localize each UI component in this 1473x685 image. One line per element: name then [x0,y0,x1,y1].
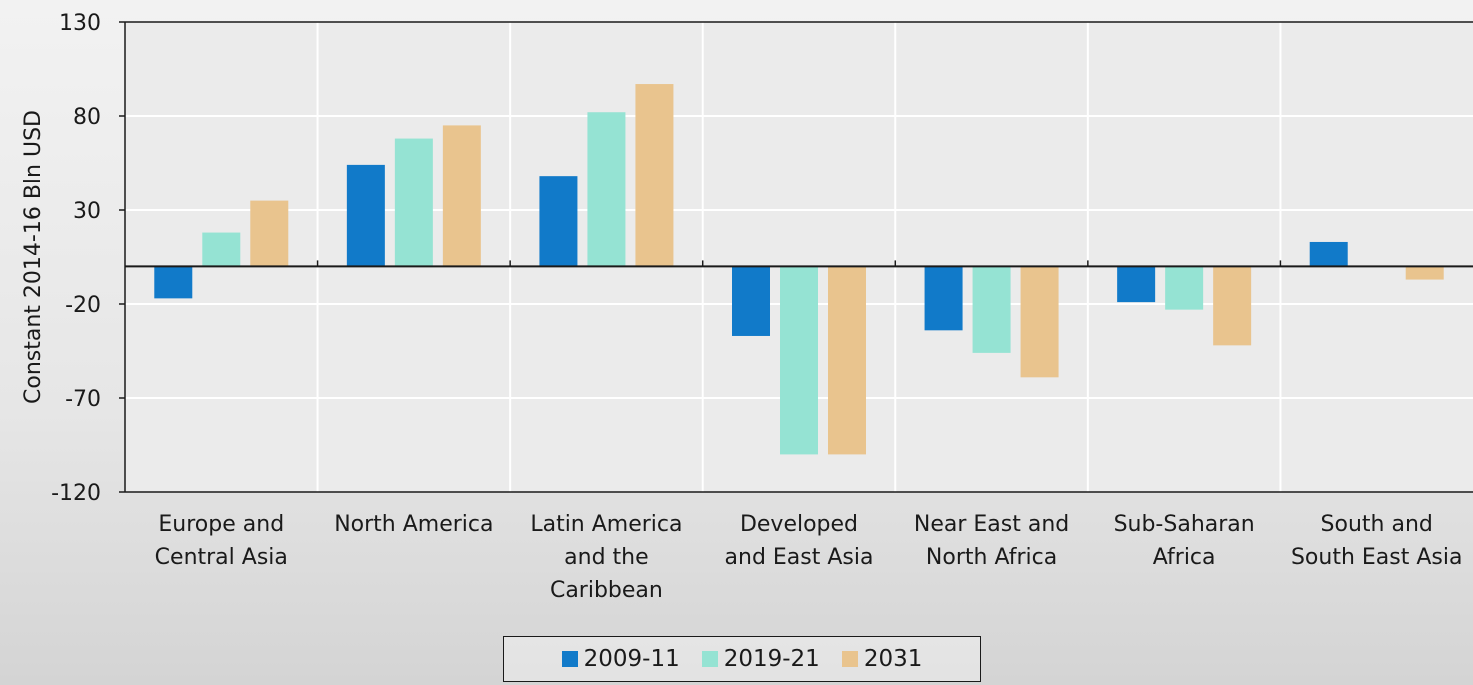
x-tick-label: Near East and North Africa [914,512,1069,570]
axes [119,21,1473,493]
bar [394,138,433,267]
y-tick-label: -120 [51,481,101,506]
x-tick-label: Latin America and the Caribbean [530,512,682,603]
legend-item-2019-21: 2019-21 [701,646,820,672]
bar [154,266,193,299]
bar [1020,266,1059,378]
bar [1165,266,1204,310]
legend-label-2019-21: 2019-21 [723,646,820,672]
y-tick-labels: 130 80 30 -20 -70 -120 [51,11,101,506]
legend-label-2031: 2031 [863,646,923,672]
bar [828,266,866,455]
bar [732,266,770,336]
bar [780,266,818,455]
legend-swatch-2009-11 [561,651,578,667]
bar [539,176,578,267]
legend-swatch-2031 [841,651,858,667]
bar [635,84,674,267]
bar [1309,241,1348,267]
bar [972,266,1011,353]
x-tick-label: Developed and East Asia [725,512,874,570]
bar [1213,266,1252,346]
x-tick-label: South and South East Asia [1291,512,1463,570]
y-tick-label: -20 [65,293,101,318]
x-tick-label: North America [334,512,493,537]
x-tick-labels: Europe and Central Asia North America Latin… [155,512,1463,603]
bar [924,266,963,331]
bars [154,84,1444,455]
legend: 2009-11 2019-21 2031 [503,636,981,682]
bar [442,125,481,267]
bar [202,232,241,267]
y-tick-label: 130 [59,11,101,36]
bar [1405,266,1444,280]
x-tick-label: Europe and Central Asia [155,512,288,570]
bar [587,112,626,267]
legend-item-2009-11: 2009-11 [561,646,680,672]
bar [1117,266,1156,303]
y-tick-label: -70 [65,387,101,412]
y-tick-label: 80 [73,105,101,130]
y-tick-label: 30 [73,199,101,224]
x-tick-label: Sub-Saharan Africa [1114,512,1255,570]
legend-item-2031: 2031 [841,646,923,672]
bar [346,164,385,267]
y-axis-label: Constant 2014-16 Bln USD [21,110,46,404]
legend-label-2009-11: 2009-11 [583,646,680,672]
bar [250,200,289,267]
legend-swatch-2019-21 [701,651,718,667]
